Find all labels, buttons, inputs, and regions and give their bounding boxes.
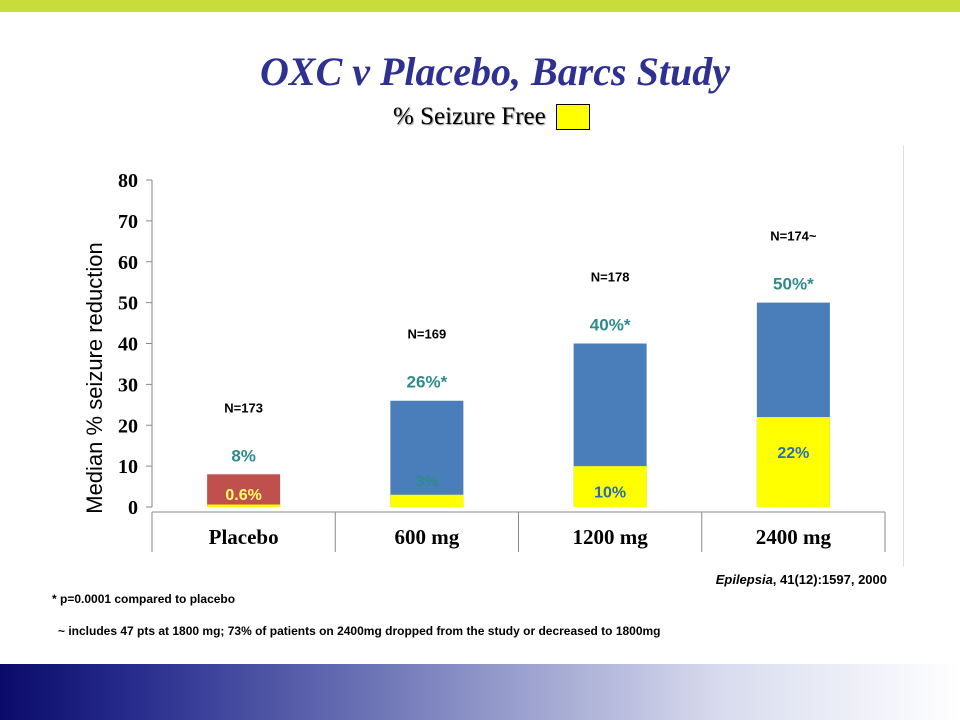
n-label: N=173 (224, 400, 263, 415)
data-label-seizure-free: 3% (415, 474, 438, 491)
y-tick-label: 10 (118, 456, 138, 478)
top-accent-bar (0, 0, 960, 12)
x-category-label: 2400 mg (756, 525, 832, 549)
legend-swatch-seizure-free (555, 104, 590, 130)
citation: Epilepsia, 41(12):1597, 2000 (716, 572, 887, 587)
legend-label: % Seizure Free (393, 103, 546, 130)
y-tick-label: 70 (118, 211, 138, 233)
bar-seizure-free (756, 417, 830, 507)
y-tick-label: 30 (118, 374, 138, 396)
bar-seizure-free (573, 466, 647, 507)
bar-seizure-free (207, 504, 281, 507)
chart-frame-line (903, 146, 904, 566)
n-label: N=174~ (770, 229, 817, 244)
n-label: N=178 (591, 270, 630, 285)
data-label-reduction: 26%* (407, 373, 448, 392)
data-label-seizure-free: 10% (594, 485, 626, 502)
footnote-significance: * p=0.0001 compared to placebo (52, 592, 236, 606)
x-category-label: 600 mg (395, 525, 460, 549)
footnote-dose: ~ includes 47 pts at 1800 mg; 73% of pat… (58, 624, 661, 638)
data-label-seizure-free: 22% (777, 445, 809, 462)
citation-details: , 41(12):1597, 2000 (772, 572, 887, 587)
y-tick-label: 50 (118, 293, 138, 315)
data-label-reduction: 8% (231, 446, 256, 465)
y-tick-label: 80 (118, 170, 138, 192)
bar-reduction (390, 400, 464, 507)
bar-reduction (207, 474, 281, 507)
citation-journal: Epilepsia (715, 572, 773, 587)
n-label: N=169 (408, 327, 447, 342)
y-tick-label: 40 (118, 334, 138, 356)
legend: % Seizure Free (393, 102, 590, 132)
data-label-reduction: 50%* (773, 275, 814, 294)
x-category-label: 1200 mg (573, 525, 649, 549)
bottom-gradient-band (0, 664, 960, 720)
data-label-seizure-free: 0.6% (225, 487, 261, 504)
y-tick-label: 0 (128, 497, 138, 519)
bar-seizure-free (390, 494, 464, 507)
x-category-label: Placebo (209, 525, 279, 549)
slide-title: OXC v Placebo, Barcs Study (260, 49, 730, 94)
data-label-reduction: 40%* (590, 316, 631, 335)
y-tick-label: 20 (118, 415, 138, 437)
y-tick-label: 60 (118, 252, 138, 274)
